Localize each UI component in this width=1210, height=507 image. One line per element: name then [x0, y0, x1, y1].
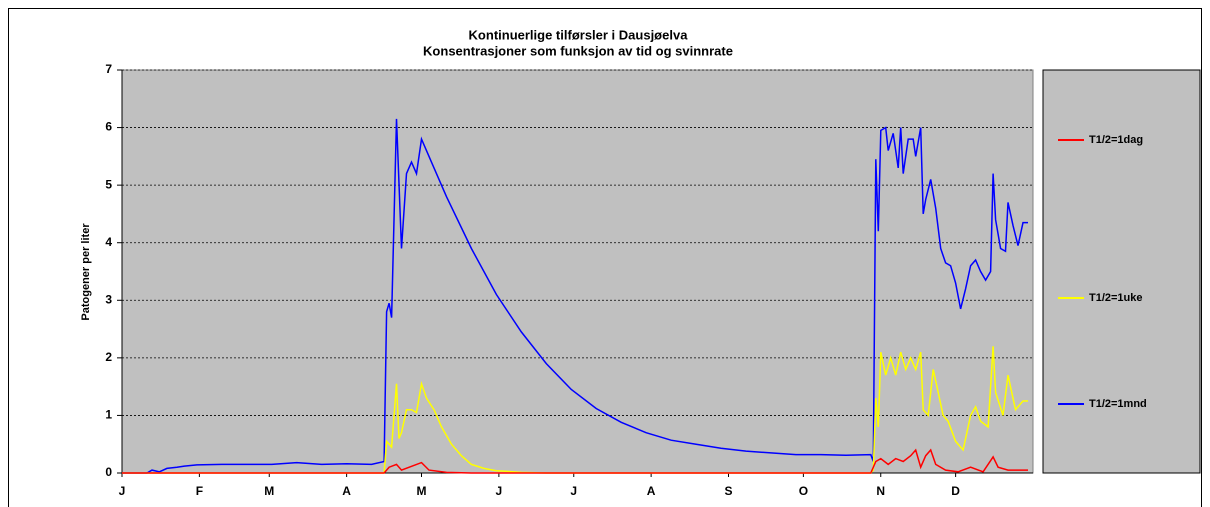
legend-label: T1/2=1uke	[1089, 292, 1143, 304]
x-tick-label: A	[647, 484, 656, 498]
y-tick-label: 1	[105, 408, 112, 422]
x-tick-label: F	[196, 484, 203, 498]
series-line	[122, 448, 1028, 474]
chart-title: Kontinuerlige tilførsler i Dausjøelva	[469, 27, 689, 42]
x-tick-label: J	[570, 484, 577, 498]
x-tick-label: M	[417, 484, 427, 498]
y-tick-label: 4	[105, 235, 112, 249]
y-tick-label: 6	[105, 120, 112, 134]
y-tick-label: 3	[105, 292, 112, 306]
legend-label: T1/2=1mnd	[1089, 398, 1147, 410]
y-tick-label: 7	[105, 62, 112, 76]
y-tick-label: 0	[105, 465, 112, 479]
legend-label: T1/2=1dag	[1089, 134, 1143, 146]
x-tick-label: N	[876, 484, 885, 498]
chart-subtitle: Konsentrasjoner som funksjon av tid og s…	[423, 43, 733, 58]
legend-box	[1042, 69, 1201, 474]
x-tick-label: A	[342, 484, 351, 498]
series-line	[122, 118, 1028, 474]
x-tick-label: J	[496, 484, 503, 498]
x-tick-label: O	[799, 484, 808, 498]
x-tick-label: M	[264, 484, 274, 498]
y-tick-label: 5	[105, 177, 112, 191]
plot-area	[121, 69, 1034, 474]
y-tick-label: 2	[105, 350, 112, 364]
x-tick-label: J	[119, 484, 126, 498]
x-tick-label: D	[951, 484, 960, 498]
x-tick-label: S	[724, 484, 732, 498]
y-axis-label: Patogener per liter	[80, 223, 92, 321]
series-line	[122, 346, 1028, 474]
